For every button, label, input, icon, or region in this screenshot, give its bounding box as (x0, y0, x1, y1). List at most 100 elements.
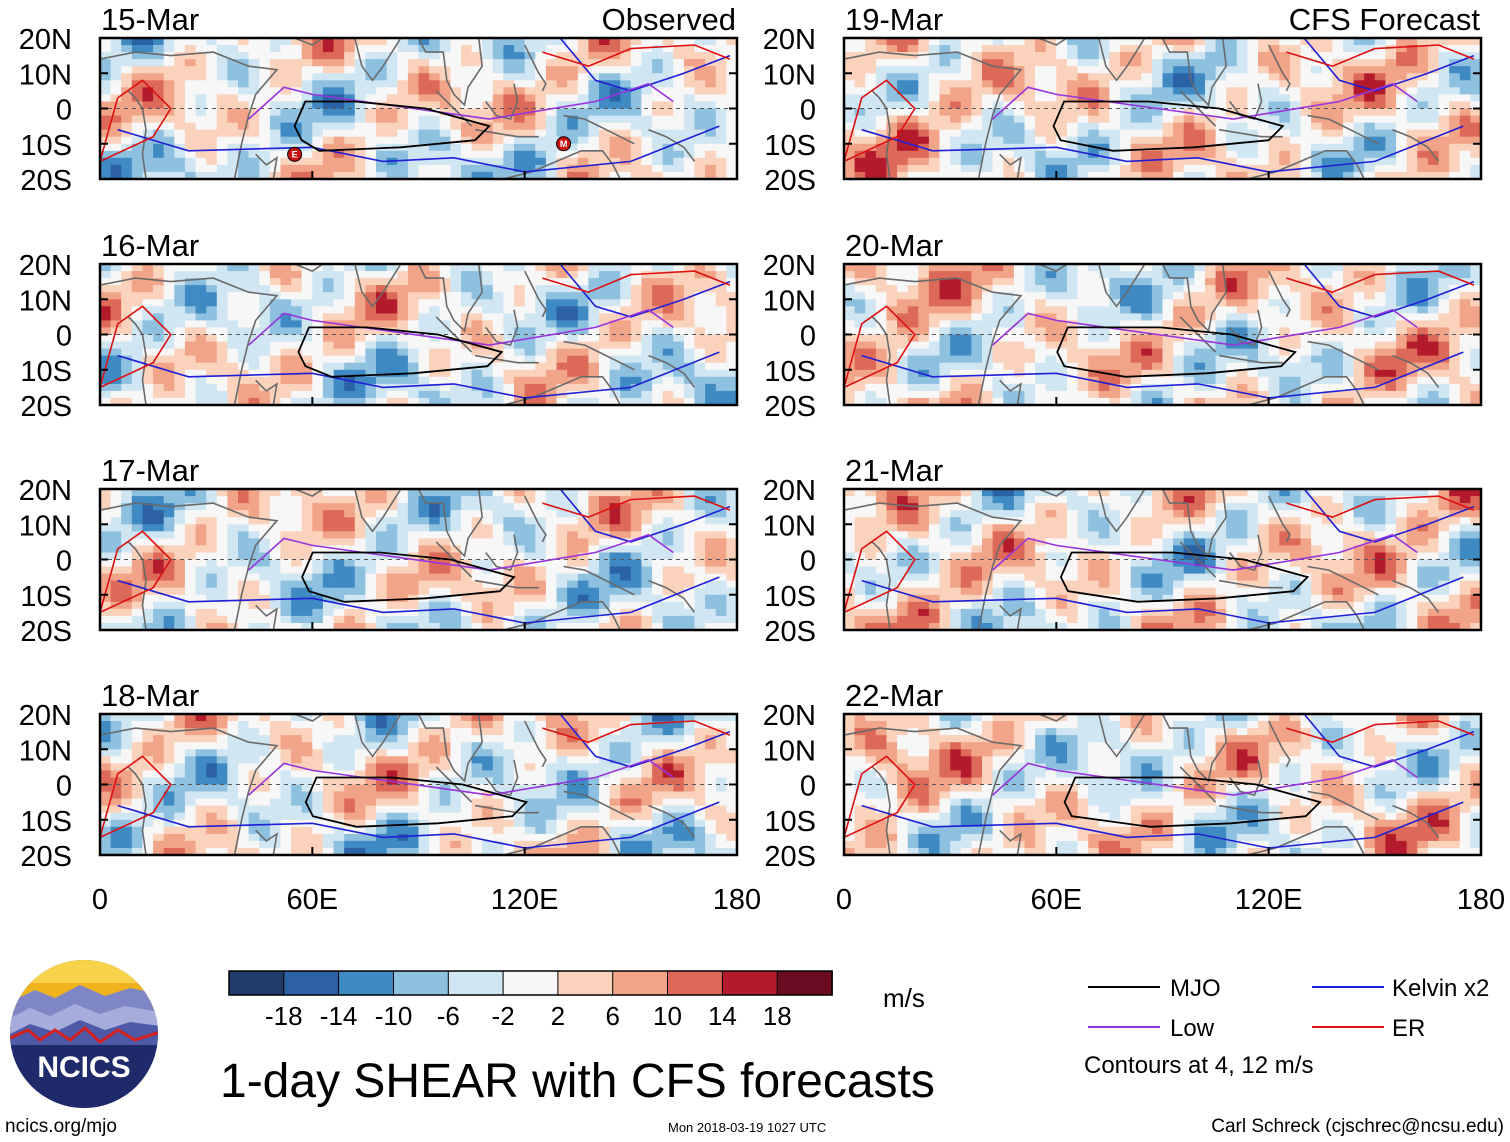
heatmap-cell (376, 510, 387, 518)
heatmap-cell (269, 334, 281, 342)
heatmap-cell (535, 531, 547, 539)
heatmap-cell (514, 552, 525, 560)
heatmap-cell (673, 559, 685, 567)
heatmap-cell (365, 320, 377, 328)
heatmap-cell (577, 826, 589, 835)
heatmap-cell (333, 524, 345, 532)
heatmap-cell (121, 580, 133, 589)
heatmap-cell (121, 164, 133, 173)
heatmap-cell (577, 770, 589, 778)
coastline (523, 270, 547, 318)
heatmap-cell (715, 531, 727, 539)
heatmap-cell (482, 594, 494, 603)
heatmap-cell (545, 157, 557, 166)
heatmap-cell (535, 80, 547, 88)
heatmap-cell (407, 390, 419, 399)
heatmap-cell (567, 714, 579, 722)
heatmap-cell (322, 45, 334, 53)
heatmap-cell (248, 812, 260, 821)
heatmap-cell (683, 798, 695, 806)
heatmap-cell (365, 157, 377, 166)
heatmap-cell (259, 623, 271, 630)
heatmap-cell (280, 164, 292, 173)
heatmap-cell (216, 341, 228, 350)
heatmap-cell (630, 826, 642, 835)
heatmap-cell (238, 587, 249, 596)
heatmap-cell (344, 122, 356, 131)
heatmap-cell (673, 805, 685, 814)
lat-label: 20S (20, 616, 72, 648)
heatmap-cell (195, 45, 207, 53)
heatmap-cell (726, 615, 737, 624)
heatmap-cell (620, 552, 632, 560)
heatmap-cell (397, 545, 409, 553)
heatmap-cell (131, 327, 143, 335)
heatmap-cell (524, 552, 536, 560)
heatmap-cell (630, 136, 642, 145)
heatmap-cell (216, 87, 228, 95)
heatmap-cell (184, 587, 196, 596)
heatmap-cell (514, 714, 525, 722)
heatmap-cell (153, 87, 165, 95)
heatmap-cell (588, 108, 600, 116)
heatmap-cell (312, 306, 324, 314)
heatmap-cell (482, 763, 494, 771)
heatmap-cell (652, 721, 664, 729)
heatmap-cell (386, 763, 398, 771)
heatmap-cell (492, 376, 504, 385)
heatmap-cell (184, 59, 196, 67)
heatmap-cell (365, 819, 377, 828)
heatmap-cell (259, 749, 271, 757)
heatmap-cell (429, 157, 441, 166)
heatmap-cell (705, 52, 717, 60)
heatmap-cell (461, 341, 472, 350)
heatmap-cell (450, 171, 462, 179)
heatmap-cell (630, 777, 642, 785)
heatmap-cell (238, 601, 249, 610)
heatmap-cell (599, 271, 610, 279)
heatmap-cell (184, 136, 196, 145)
heatmap-cell (503, 777, 515, 785)
heatmap-cell (206, 594, 218, 603)
heatmap-cell (407, 341, 419, 350)
heatmap-cell (715, 73, 727, 81)
heatmap-cell (683, 524, 695, 532)
heatmap-cell (354, 805, 366, 814)
heatmap-cell (100, 397, 111, 405)
heatmap-cell (142, 510, 154, 518)
heatmap-cell (418, 390, 430, 399)
heatmap-cell (184, 348, 196, 356)
heatmap-cell (100, 164, 111, 173)
heatmap-cell (715, 812, 727, 821)
heatmap-cell (291, 66, 303, 74)
heatmap-cell (333, 728, 345, 736)
heatmap-cell (609, 122, 621, 131)
heatmap-cell (726, 566, 737, 574)
heatmap-cell (503, 327, 515, 335)
heatmap-cell (652, 278, 664, 286)
heatmap-cell (609, 594, 621, 603)
heatmap-cell (482, 299, 494, 307)
heatmap-cell (535, 122, 547, 131)
heatmap-cell (376, 812, 387, 821)
heatmap-cell (280, 559, 292, 567)
heatmap-cell (694, 271, 706, 279)
heatmap-cell (683, 334, 695, 342)
heatmap-cell (121, 299, 133, 307)
heatmap-cell (524, 59, 536, 67)
heatmap-cell (482, 108, 494, 116)
heatmap-cell (715, 327, 727, 335)
heatmap-cell (376, 45, 387, 53)
heatmap-cell (386, 164, 398, 173)
heatmap-cell (503, 313, 515, 321)
heatmap-cell (131, 59, 143, 67)
heatmap-cell (269, 566, 281, 574)
heatmap-cell (163, 749, 175, 757)
heatmap-cell (439, 770, 451, 778)
heatmap-cell (333, 735, 345, 743)
heatmap-cell (599, 566, 610, 574)
heatmap-cell (163, 587, 175, 596)
heatmap-cell (354, 770, 366, 778)
heatmap-cell (397, 812, 409, 821)
heatmap-cell (344, 59, 356, 67)
